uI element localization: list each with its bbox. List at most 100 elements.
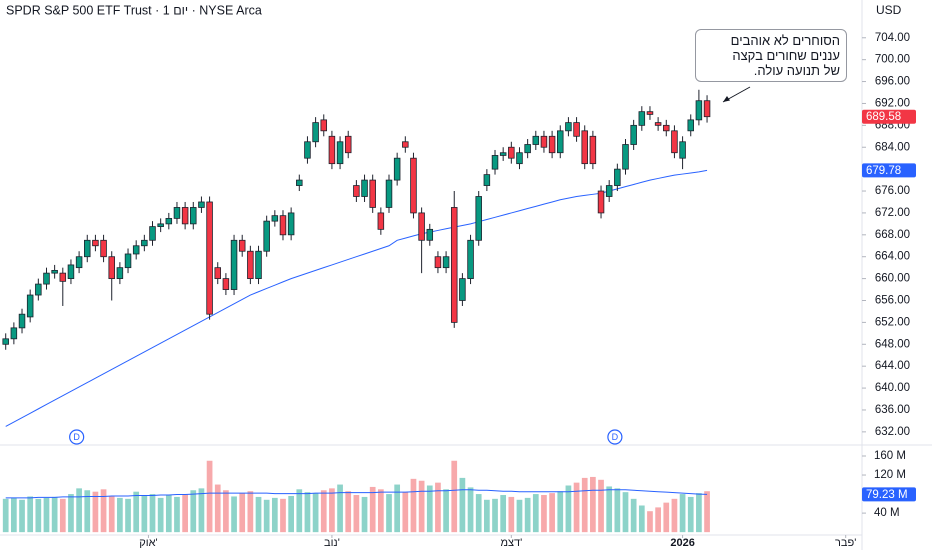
y-tick-label: 692.00 [875, 97, 910, 109]
candle-body [132, 245, 140, 255]
volume-bar [696, 493, 702, 533]
y-tick-label: 632.00 [875, 426, 910, 438]
ma-line [5, 169, 708, 427]
volume-bar [565, 485, 572, 533]
volume-bar [296, 489, 303, 533]
dividend-marker [69, 429, 85, 445]
volume-bar [165, 495, 172, 533]
volume-bar [410, 478, 417, 533]
y-tick-label: 704.00 [875, 32, 910, 44]
candle-body [18, 313, 26, 329]
candle-body [614, 168, 621, 186]
volume-bar [377, 489, 384, 533]
volume-bar [271, 497, 278, 533]
candle-body [532, 135, 540, 145]
volume-bar [108, 495, 115, 533]
annotation-arrowhead [723, 96, 730, 102]
volume-bar [679, 494, 686, 533]
volume-bar [59, 498, 66, 533]
volume-bar [223, 490, 229, 533]
candle-body [557, 130, 564, 154]
volume-bar [255, 496, 262, 533]
volume-tick-label: 40 M [874, 507, 900, 519]
candle-body [100, 239, 107, 258]
y-tick-label: 644.00 [875, 360, 910, 372]
volume-bar [614, 488, 621, 533]
volume-bar [475, 494, 482, 533]
candle-body [336, 141, 344, 165]
y-tick-label: 648.00 [875, 338, 910, 350]
candle-body [141, 239, 148, 247]
dividend-label: D [73, 432, 80, 442]
candle-body [426, 228, 434, 241]
volume-bar [35, 498, 42, 533]
volume-bar [149, 494, 156, 533]
volume-bar [288, 495, 294, 533]
candle-body [165, 217, 173, 225]
candle-body [597, 190, 605, 214]
volume-bar [11, 497, 17, 533]
candle-body [573, 122, 580, 137]
volume-bar [76, 488, 82, 533]
chart-title: SPDR S&P 500 ETF Trust · 1 יום · NYSE Ar… [6, 3, 262, 17]
candle-body [51, 269, 58, 274]
annotation: הסוחרים לא אוהבים עננים שחורים בקצה של ת… [695, 29, 847, 82]
volume-bar [329, 488, 335, 533]
candle-body [475, 196, 482, 241]
candle-body [369, 179, 376, 208]
candle-body [10, 327, 18, 340]
candle-body [108, 256, 115, 280]
volume-bar [532, 494, 539, 533]
volume-bar [655, 507, 661, 533]
volume-bar [435, 482, 441, 533]
volume-bar [606, 486, 613, 533]
volume-bar [671, 498, 678, 533]
candle-body [548, 135, 556, 154]
volume-bar [508, 496, 515, 533]
candle-body [263, 220, 270, 252]
volume-bar [353, 495, 360, 533]
volume-bar [345, 491, 352, 533]
candle-body [312, 122, 319, 143]
candle-body [255, 250, 262, 280]
candle-body [287, 212, 295, 236]
candle-body [450, 207, 458, 323]
candle-body [540, 135, 548, 148]
volume-bar [68, 494, 74, 533]
y-tick-label: 668.00 [875, 229, 910, 241]
candle-body [190, 207, 197, 225]
price-badge-label: 679.78 [866, 165, 901, 177]
candle-body [467, 239, 474, 280]
volume-bar [239, 493, 246, 533]
candle-body [524, 144, 531, 154]
candle-body [2, 338, 9, 345]
x-tick-label: אוק' [139, 537, 157, 549]
volume-bar [687, 496, 694, 533]
price-badge [862, 109, 916, 124]
volume-bar [500, 495, 507, 533]
y-tick-label: 684.00 [875, 141, 910, 153]
candle-body [222, 278, 230, 290]
candle-body [654, 122, 662, 126]
candle-body [247, 250, 254, 280]
candle-body [181, 207, 189, 225]
volume-bar [484, 499, 490, 533]
candle-body [434, 256, 442, 269]
volume-bar [312, 493, 319, 533]
volume-bar [157, 497, 164, 533]
candle-body [508, 146, 515, 159]
dividend-label: D [612, 432, 619, 442]
candle-body [516, 152, 523, 165]
price-badge [862, 487, 916, 502]
price-badge [862, 163, 916, 178]
volume-bar [581, 477, 588, 533]
volume-bar [516, 499, 523, 533]
volume-bar [622, 492, 629, 533]
volume-bar [647, 511, 653, 533]
volume-bar [573, 482, 580, 533]
candle-body [279, 215, 287, 236]
y-tick-label: 652.00 [875, 316, 910, 328]
candle-body [679, 141, 686, 159]
volume-bar [214, 484, 221, 533]
